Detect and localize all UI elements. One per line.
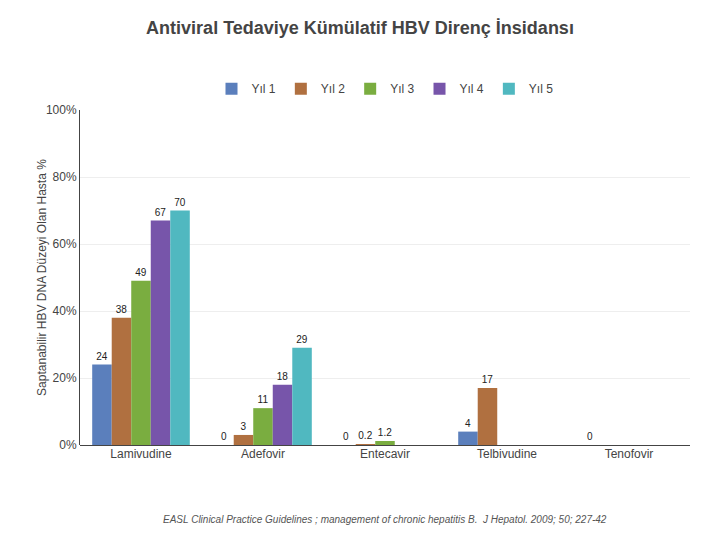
svg-text:11: 11 [258, 394, 269, 405]
svg-text:20%: 20% [53, 371, 77, 385]
svg-text:60%: 60% [53, 237, 77, 251]
svg-text:Telbivudine: Telbivudine [477, 447, 537, 461]
svg-text:Tenofovir: Tenofovir [605, 447, 654, 461]
svg-text:4: 4 [465, 418, 471, 429]
svg-text:Entecavir: Entecavir [360, 447, 410, 461]
svg-text:70: 70 [174, 197, 186, 208]
svg-text:0: 0 [587, 431, 593, 442]
svg-text:Antiviral Tedaviye Kümülatif H: Antiviral Tedaviye Kümülatif HBV Direnç … [146, 18, 574, 38]
svg-text:Lamivudine: Lamivudine [110, 447, 172, 461]
svg-text:17: 17 [482, 374, 494, 385]
svg-text:18: 18 [277, 371, 289, 382]
svg-text:24: 24 [96, 351, 108, 362]
svg-text:Yıl 1: Yıl 1 [252, 82, 276, 96]
svg-text:67: 67 [155, 207, 167, 218]
svg-text:80%: 80% [53, 170, 77, 184]
svg-text:40%: 40% [53, 304, 77, 318]
svg-text:38: 38 [116, 304, 128, 315]
svg-text:29: 29 [296, 334, 308, 345]
svg-text:0: 0 [221, 431, 227, 442]
svg-text:0.2: 0.2 [358, 430, 372, 441]
svg-text:Yıl 5: Yıl 5 [529, 82, 553, 96]
svg-text:Adefovir: Adefovir [241, 447, 285, 461]
svg-text:100%: 100% [46, 103, 77, 117]
svg-text:EASL Clinical Practice Guideli: EASL Clinical Practice Guidelines ; mana… [163, 514, 607, 525]
svg-text:0: 0 [343, 431, 349, 442]
svg-text:3: 3 [240, 421, 246, 432]
svg-text:Saptanabilir HBV DNA Düzeyi Ol: Saptanabilir HBV DNA Düzeyi Olan Hasta % [35, 159, 49, 396]
svg-text:0%: 0% [59, 438, 77, 452]
svg-text:1.2: 1.2 [378, 427, 392, 438]
svg-text:Yıl 2: Yıl 2 [321, 82, 345, 96]
svg-text:49: 49 [135, 267, 147, 278]
svg-text:Yıl 3: Yıl 3 [390, 82, 414, 96]
svg-text:Yıl 4: Yıl 4 [460, 82, 484, 96]
